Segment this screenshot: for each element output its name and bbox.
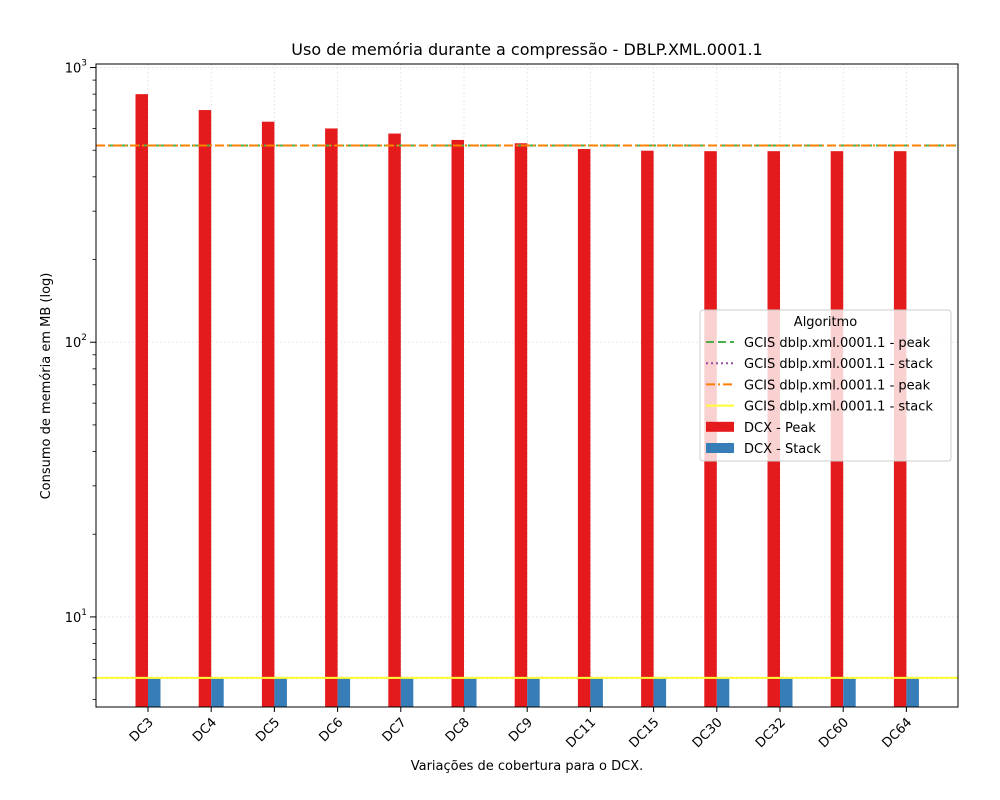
bar-peak-dc5 (261, 121, 275, 707)
bar-peak-dc7 (388, 133, 401, 707)
x-tick-label-dc60: DC60 (816, 715, 852, 751)
legend-label-line-2: GCIS dblp.xml.0001.1 - peak (744, 378, 931, 393)
bar-stack-dc30 (716, 677, 730, 707)
bar-stack-dc32 (780, 677, 793, 707)
chart-title: Uso de memória durante a compressão - DB… (291, 40, 762, 59)
bar-stack-dc5 (274, 677, 287, 707)
bar-peak-dc9 (514, 143, 528, 707)
bar-stack-dc11 (590, 677, 603, 707)
bar-peak-dc4 (198, 110, 212, 707)
legend-label-line-0: GCIS dblp.xml.0001.1 - peak (744, 336, 931, 351)
bar-peak-dc15 (641, 150, 654, 708)
legend-label-line-3: GCIS dblp.xml.0001.1 - stack (744, 400, 933, 415)
bar-peak-dc11 (577, 149, 591, 707)
legend-title: Algoritmo (794, 315, 857, 330)
bar-stack-dc15 (653, 677, 667, 707)
y-tick-label: 102 (65, 333, 87, 351)
legend-label-line-1: GCIS dblp.xml.0001.1 - stack (744, 357, 933, 372)
x-tick-label-dc5: DC5 (253, 715, 283, 745)
bar-stack-dc3 (148, 677, 161, 707)
bar-peak-dc6 (325, 128, 338, 707)
legend-handle-bar-1 (706, 443, 734, 453)
bar-peak-dc3 (135, 94, 148, 707)
legend-handle-bar-0 (706, 421, 734, 432)
y-tick-label: 101 (65, 608, 87, 626)
x-tick-label-dc11: DC11 (563, 715, 599, 751)
x-tick-label-dc6: DC6 (316, 715, 346, 745)
x-tick-label-dc4: DC4 (190, 715, 220, 745)
bar-stack-dc6 (337, 677, 351, 707)
bar-stack-dc9 (527, 677, 540, 707)
legend-box (699, 309, 952, 462)
x-tick-label-dc64: DC64 (879, 715, 915, 751)
x-tick-label-dc7: DC7 (380, 715, 410, 745)
x-tick-label-dc8: DC8 (443, 715, 473, 745)
legend-label-bar-0: DCX - Peak (744, 421, 816, 436)
bar-stack-dc64 (906, 677, 919, 707)
bar-stack-dc8 (464, 677, 477, 707)
x-tick-label-dc30: DC30 (690, 715, 726, 751)
legend-label-bar-1: DCX - Stack (744, 442, 821, 457)
bar-stack-dc7 (400, 677, 414, 707)
x-tick-label-dc32: DC32 (753, 715, 789, 751)
y-axis-label: Consumo de memória em MB (log) (39, 273, 54, 500)
x-axis-label: Variações de cobertura para o DCX. (411, 759, 644, 774)
legend: Algoritmo GCIS dblp.xml.0001.1 - peak GCIS… (699, 309, 952, 462)
bar-stack-dc60 (843, 677, 856, 707)
y-tick-label: 103 (65, 59, 87, 77)
x-tick-label-dc15: DC15 (627, 715, 663, 751)
bar-stack-dc4 (211, 677, 224, 707)
x-tick-label-dc3: DC3 (127, 715, 157, 745)
x-tick-label-dc9: DC9 (506, 715, 536, 745)
bar-peak-dc8 (451, 139, 464, 708)
